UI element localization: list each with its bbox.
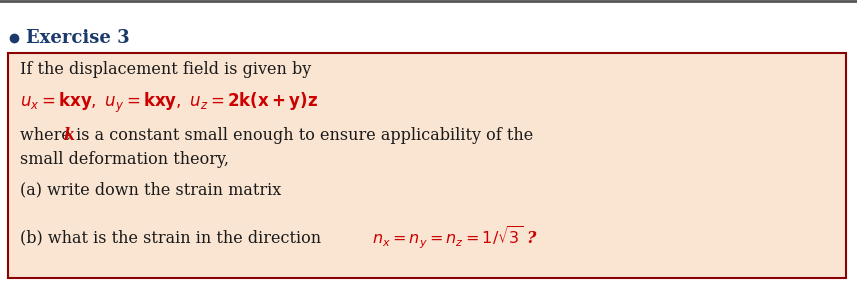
Text: k: k — [63, 126, 74, 144]
Text: is a constant small enough to ensure applicability of the: is a constant small enough to ensure app… — [71, 126, 533, 144]
Text: $\mathit{n}_x = \mathit{n}_y = \mathit{n}_z$$\mathit{ =1/\sqrt{3}}$ ?: $\mathit{n}_x = \mathit{n}_y = \mathit{n… — [372, 225, 538, 251]
FancyBboxPatch shape — [8, 53, 846, 278]
Text: where: where — [20, 126, 76, 144]
Text: $\mathit{u}_x$$\mathit{ = }$$\mathbf{kxy}$$\mathit{,\ }$$\mathit{u}_y$$\mathit{ : $\mathit{u}_x$$\mathit{ = }$$\mathbf{kxy… — [20, 91, 318, 115]
Text: (a) write down the strain matrix: (a) write down the strain matrix — [20, 181, 281, 198]
Text: small deformation theory,: small deformation theory, — [20, 151, 229, 168]
Text: If the displacement field is given by: If the displacement field is given by — [20, 61, 311, 78]
Text: Exercise 3: Exercise 3 — [26, 29, 129, 47]
Text: (b) what is the strain in the direction: (b) what is the strain in the direction — [20, 229, 327, 246]
